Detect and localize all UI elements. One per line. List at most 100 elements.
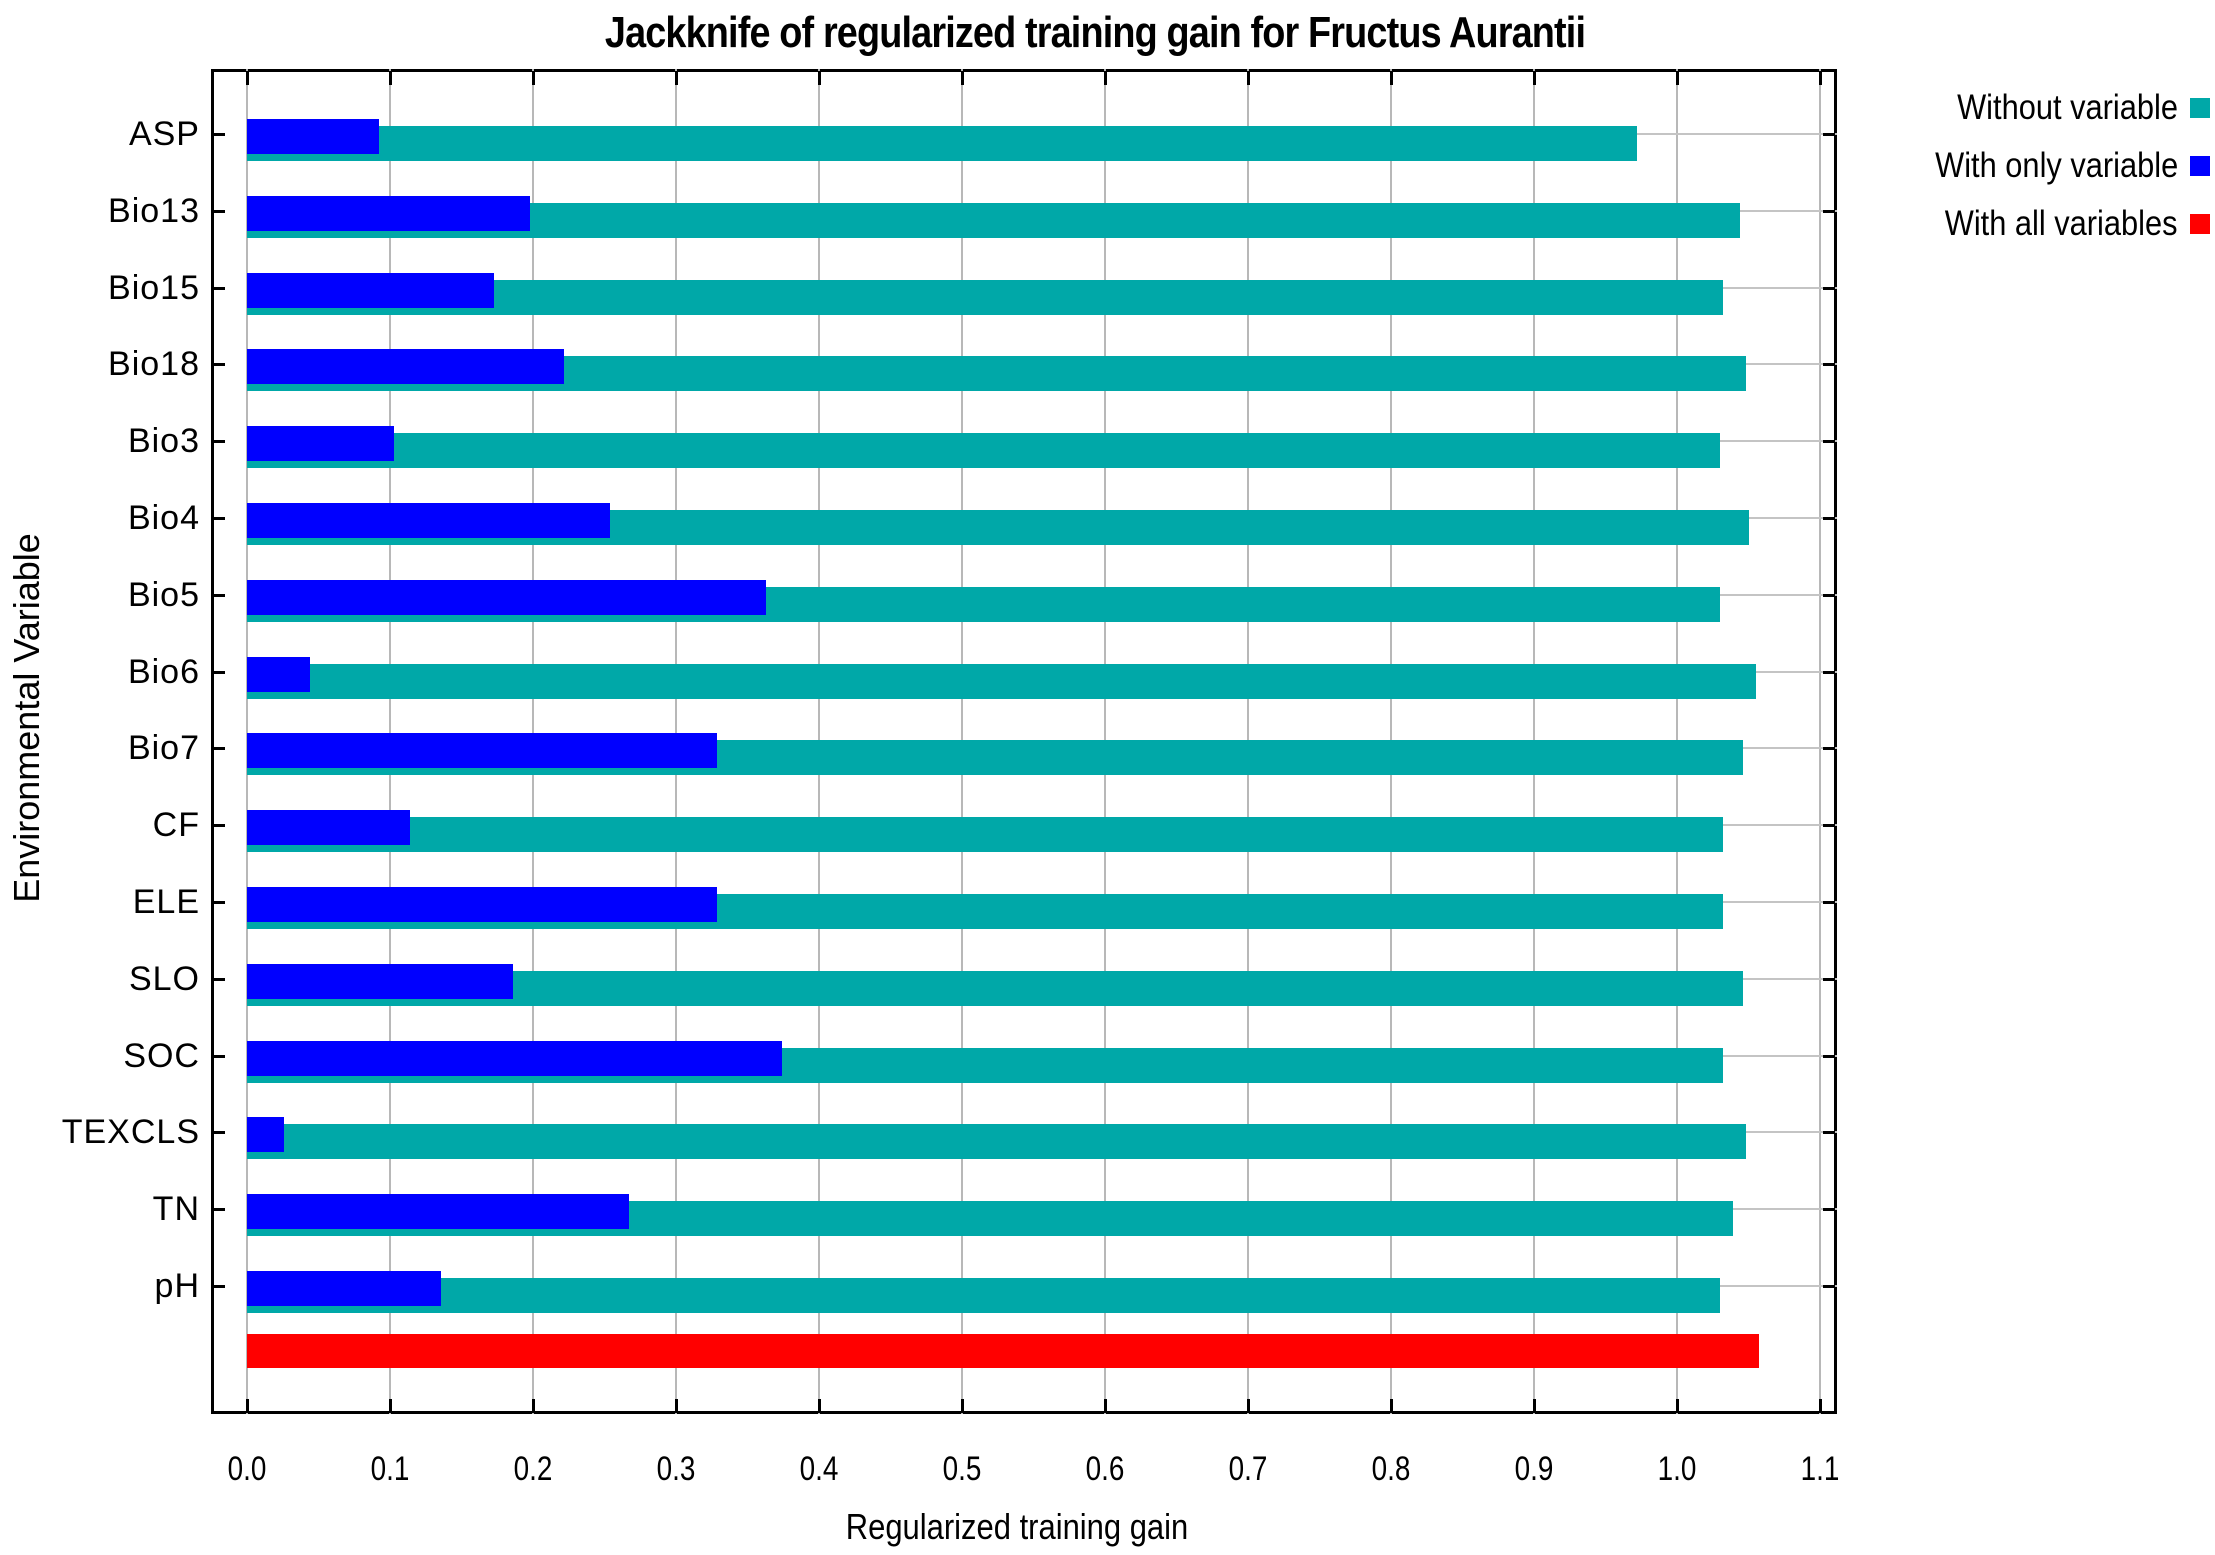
y-tick-mark: [213, 1285, 225, 1288]
x-tick-mark: [532, 1399, 535, 1413]
y-category-label: Bio15: [108, 268, 200, 307]
legend-item: With all variables: [1913, 204, 2210, 244]
y-tick-mark: [213, 1208, 225, 1212]
bar-without-variable: [247, 126, 1637, 161]
y-tick-mark: [213, 1131, 225, 1135]
x-tick-mark: [818, 71, 821, 85]
y-tick-mark: [1823, 286, 1835, 290]
y-tick-mark: [1823, 1208, 1835, 1212]
bar-with-only-variable: [247, 656, 310, 692]
x-tick-label: 0.1: [370, 1450, 410, 1488]
y-tick-mark: [213, 440, 225, 444]
y-category-label: TEXCLS: [61, 1113, 200, 1152]
x-tick-mark: [1247, 1399, 1250, 1413]
x-tick-mark: [1104, 71, 1107, 85]
x-tick-label: 0.7: [1228, 1450, 1268, 1488]
y-tick-mark: [213, 133, 225, 136]
y-category-label: ASP: [128, 115, 200, 153]
y-category-label: CF: [152, 806, 200, 845]
y-tick-mark: [213, 977, 225, 981]
bar-with-only-variable: [247, 579, 767, 615]
bar-without-variable: [247, 817, 1723, 853]
bar-with-only-variable: [247, 810, 411, 846]
legend-label: With all variables: [1945, 204, 2178, 243]
y-category-label: Bio7: [127, 729, 200, 768]
y-tick-mark: [1823, 901, 1835, 904]
y-tick-mark: [1823, 209, 1835, 213]
bar-without-variable: [247, 1124, 1746, 1160]
y-tick-mark: [1823, 747, 1835, 751]
x-tick-mark: [389, 1399, 392, 1413]
y-category-label: ELE: [132, 883, 200, 921]
y-tick-mark: [213, 517, 225, 520]
x-tick-mark: [1819, 71, 1822, 85]
y-tick-mark: [1823, 824, 1835, 828]
x-tick-label: 0.8: [1371, 1450, 1411, 1488]
x-axis-title: Regularized training gain: [845, 1506, 1189, 1547]
y-tick-mark: [213, 824, 225, 828]
y-category-label: SLO: [128, 959, 200, 998]
bar-with-only-variable: [247, 1271, 442, 1306]
bar-with-only-variable: [247, 272, 495, 308]
x-tick-mark: [1676, 71, 1679, 85]
y-tick-mark: [1823, 517, 1835, 520]
y-tick-mark: [1823, 363, 1835, 367]
legend-swatch-icon: [2190, 156, 2210, 176]
bar-with-only-variable: [247, 503, 611, 538]
y-tick-mark: [1823, 593, 1835, 597]
row-guide-line: [1719, 593, 1837, 596]
row-guide-line: [1719, 440, 1837, 443]
y-tick-mark: [1823, 1285, 1835, 1288]
x-tick-mark: [1104, 1399, 1107, 1413]
x-tick-mark: [1390, 71, 1393, 85]
x-tick-mark: [675, 1399, 678, 1413]
row-guide-line: [1722, 901, 1837, 903]
bar-without-variable: [247, 1278, 1720, 1313]
bar-with-only-variable: [247, 119, 379, 154]
y-category-label: Bio4: [127, 499, 200, 537]
y-category-label: pH: [154, 1267, 200, 1305]
x-tick-mark: [818, 1399, 821, 1413]
bar-with-only-variable: [247, 195, 531, 231]
x-tick-mark: [1533, 1399, 1536, 1413]
legend-label: With only variable: [1934, 146, 2178, 185]
plot-area: [211, 69, 1837, 1414]
y-axis-title: Environmental Variable: [6, 533, 47, 903]
bar-with-only-variable: [247, 963, 513, 999]
chart-title: Jackknife of regularized training gain f…: [604, 8, 1586, 57]
bar-with-only-variable: [247, 1040, 782, 1076]
y-tick-mark: [213, 286, 225, 290]
bar-with-only-variable: [247, 887, 718, 922]
row-guide-line: [1745, 1131, 1837, 1134]
x-tick-mark: [961, 1399, 964, 1413]
y-tick-mark: [1823, 977, 1835, 981]
bar-without-variable: [247, 433, 1720, 469]
x-tick-label: 0.0: [227, 1450, 267, 1488]
row-guide-line: [1742, 977, 1837, 980]
row-guide-line: [1722, 824, 1837, 827]
x-tick-mark: [532, 71, 535, 85]
y-tick-mark: [213, 670, 225, 674]
bar-with-only-variable: [247, 349, 565, 385]
bar-with-only-variable: [247, 1194, 629, 1230]
row-guide-line: [1732, 1208, 1837, 1211]
y-category-label: Bio6: [127, 652, 200, 691]
row-guide-line: [1636, 133, 1837, 135]
y-tick-mark: [213, 1054, 225, 1058]
row-guide-line: [1745, 363, 1837, 366]
row-guide-line: [1755, 670, 1837, 673]
y-tick-mark: [213, 901, 225, 904]
bar-with-only-variable: [247, 426, 395, 462]
x-tick-mark: [1676, 1399, 1679, 1413]
y-tick-mark: [1823, 1131, 1835, 1135]
y-category-label: Bio3: [127, 422, 200, 461]
legend-swatch-icon: [2190, 98, 2210, 118]
x-gridline: [1819, 69, 1821, 1414]
legend-swatch-icon: [2190, 214, 2210, 234]
x-tick-label: 1.1: [1800, 1450, 1840, 1488]
row-guide-line: [1722, 286, 1837, 289]
x-tick-mark: [1390, 1399, 1393, 1413]
y-tick-mark: [1823, 1054, 1835, 1058]
x-tick-mark: [389, 71, 392, 85]
x-tick-label: 1.0: [1657, 1450, 1697, 1488]
